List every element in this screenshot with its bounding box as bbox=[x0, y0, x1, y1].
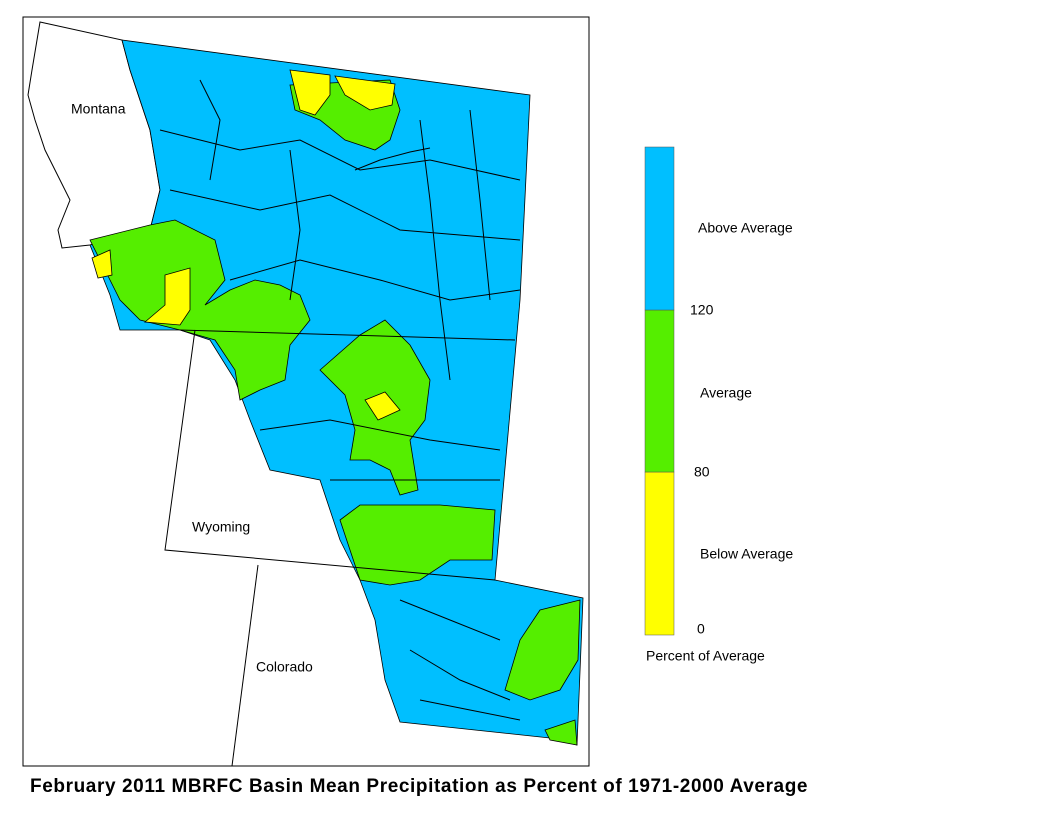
reservoir bbox=[354, 147, 431, 171]
legend-band-label: Average bbox=[700, 385, 752, 401]
state-label: Montana bbox=[71, 101, 126, 117]
basin-average bbox=[544, 719, 578, 746]
basin-average bbox=[89, 219, 311, 401]
legend-swatch bbox=[644, 146, 675, 311]
legend-tick: 120 bbox=[690, 302, 714, 318]
legend-swatch bbox=[644, 309, 675, 473]
basin-average bbox=[339, 504, 496, 586]
legend-band-label: Below Average bbox=[700, 546, 793, 562]
basin-below bbox=[289, 69, 331, 116]
wyoming-border bbox=[164, 329, 496, 581]
colorado-border bbox=[231, 564, 259, 767]
legend-band-label: Above Average bbox=[698, 220, 793, 236]
legend-swatch bbox=[644, 471, 675, 636]
title: February 2011 MBRFC Basin Mean Precipita… bbox=[30, 776, 808, 797]
basin-below bbox=[334, 75, 396, 111]
state-label: Wyoming bbox=[192, 519, 250, 535]
legend-tick: 80 bbox=[694, 464, 710, 480]
basin-boundaries bbox=[159, 79, 521, 721]
state-line bbox=[179, 329, 516, 341]
legend: Above Average Average Below Average 120 … bbox=[644, 146, 793, 664]
basin-below bbox=[144, 267, 191, 326]
legend-caption: Percent of Average bbox=[646, 648, 765, 664]
map: Montana Wyoming Colorado bbox=[27, 21, 584, 767]
legend-tick: 0 bbox=[697, 621, 705, 637]
basin-average bbox=[504, 599, 581, 701]
basin-below bbox=[364, 391, 401, 421]
state-label: Colorado bbox=[256, 659, 313, 675]
basin-below bbox=[91, 249, 113, 279]
